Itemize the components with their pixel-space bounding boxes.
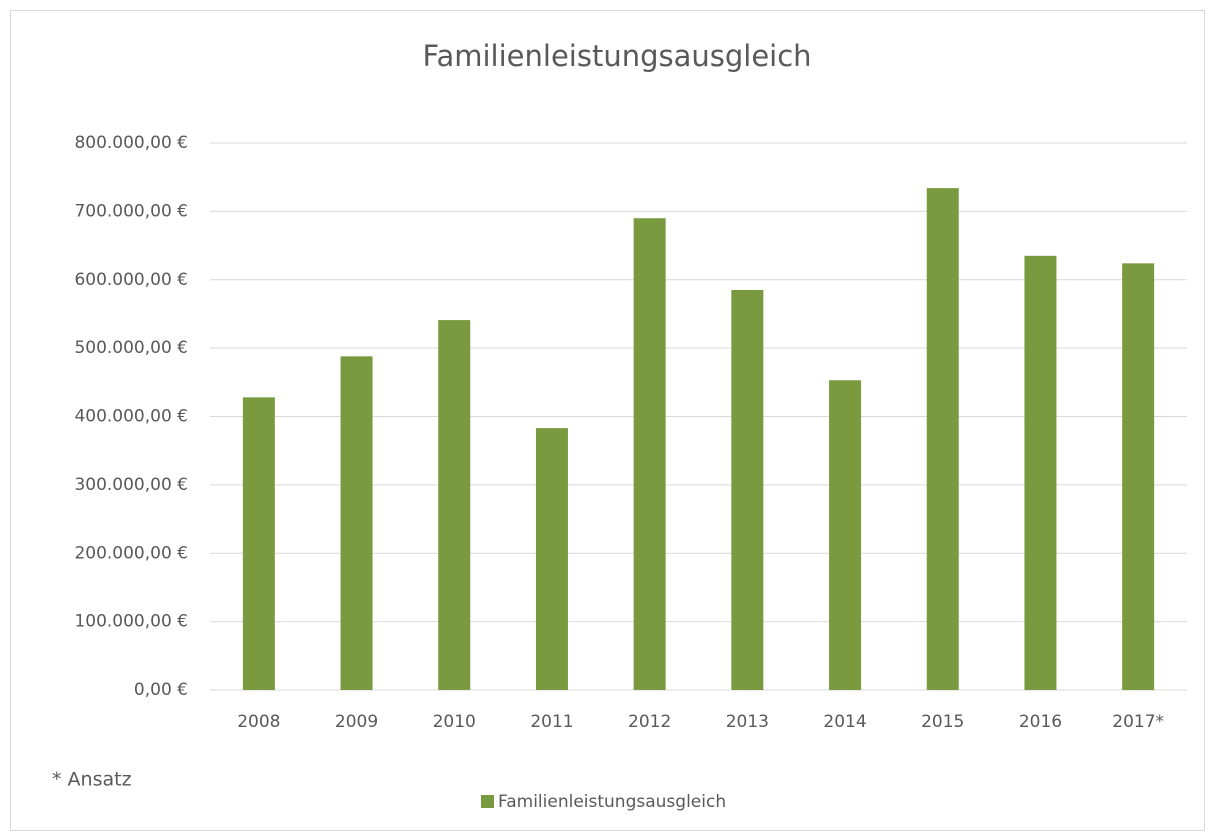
bar [535, 428, 568, 690]
y-tick-label: 500.000,00 € [74, 338, 188, 358]
y-tick-label: 800.000,00 € [74, 133, 188, 153]
bar [242, 397, 275, 690]
x-tick-label: 2013 [726, 712, 769, 732]
x-tick-label: 2011 [530, 712, 573, 732]
bar [438, 320, 471, 690]
bar [340, 356, 373, 690]
x-tick-label: 2017* [1112, 712, 1164, 732]
bar [731, 290, 764, 690]
x-tick-label: 2015 [921, 712, 964, 732]
x-tick-label: 2012 [628, 712, 671, 732]
bar [1122, 263, 1155, 690]
y-tick-label: 0,00 € [134, 680, 188, 700]
annotation: * Ansatz [52, 769, 132, 791]
y-tick-label: 300.000,00 € [74, 475, 188, 495]
y-tick-label: 600.000,00 € [74, 270, 188, 290]
bar [1024, 255, 1057, 690]
legend-swatch [481, 795, 494, 808]
x-tick-label: 2014 [823, 712, 866, 732]
y-tick-label: 400.000,00 € [74, 407, 188, 427]
y-tick-label: 700.000,00 € [74, 201, 188, 221]
x-tick-label: 2010 [433, 712, 476, 732]
bar [829, 380, 862, 690]
legend-label: Familienleistungsausgleich [498, 792, 726, 812]
chart-border [10, 10, 1205, 831]
chart-title: Familienleistungsausgleich [422, 39, 811, 73]
bar [633, 218, 666, 690]
y-tick-label: 100.000,00 € [74, 612, 188, 632]
y-tick-label: 200.000,00 € [74, 543, 188, 563]
x-tick-label: 2008 [237, 712, 280, 732]
bar [926, 188, 959, 690]
x-tick-label: 2016 [1019, 712, 1062, 732]
x-tick-label: 2009 [335, 712, 378, 732]
